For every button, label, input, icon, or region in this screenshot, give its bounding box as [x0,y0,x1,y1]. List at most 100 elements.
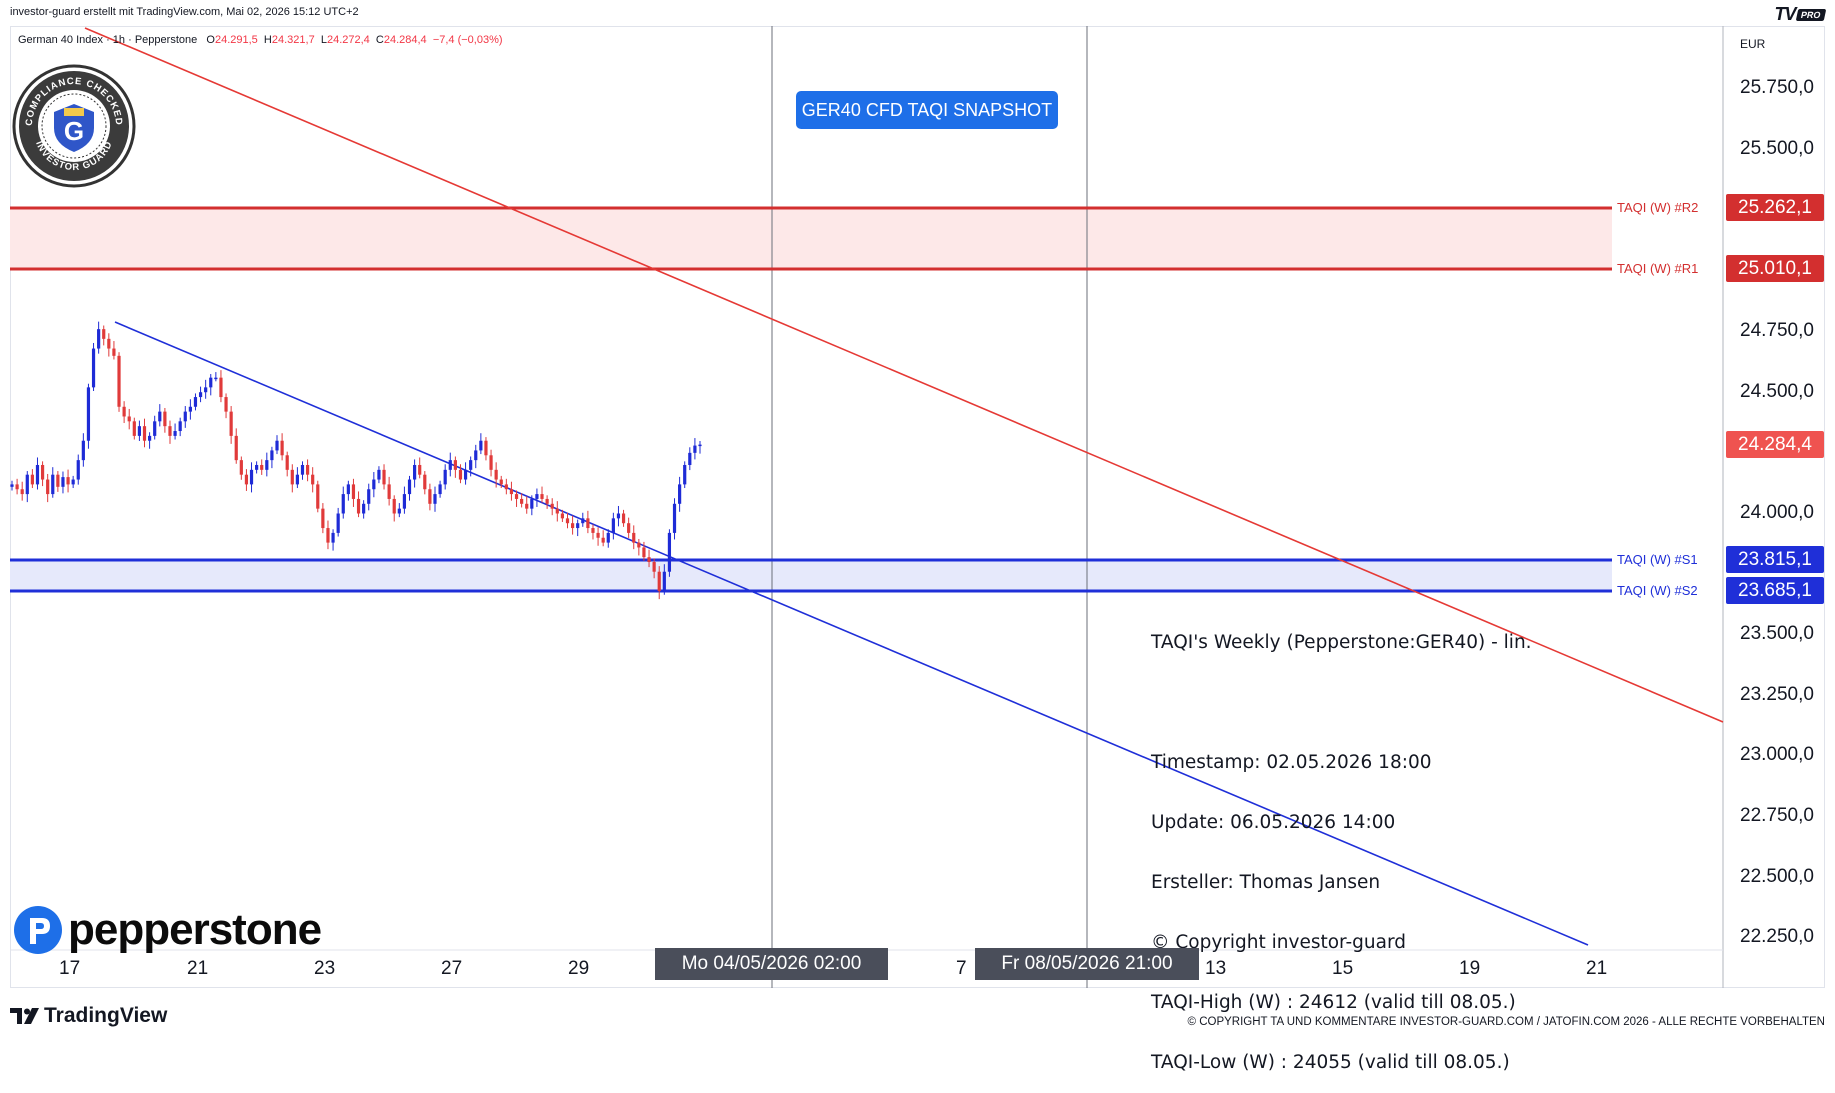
candle-body [142,426,147,441]
candle-body [341,494,345,514]
info-timestamp: Timestamp: 02.05.2026 18:00 [1151,752,1432,773]
candle-body [336,513,340,533]
time-tick: 21 [1586,958,1608,979]
chart-title-badge[interactable]: GER40 CFD TAQI SNAPSHOT [796,91,1058,129]
time-tick: 29 [568,958,590,979]
candle-body [132,421,136,436]
symbol-interval: 1h [112,34,126,46]
price-tick: 22.250,0 [1740,926,1814,947]
price-tick: 25.750,0 [1740,77,1814,98]
level-label-r1: TAQI (W) #R1 [1617,261,1699,276]
candle-body [219,377,223,398]
candle-body [239,460,243,475]
candle-body [616,513,621,519]
candle-body [51,474,55,495]
candle-body [698,444,702,447]
candle-body [530,498,534,509]
price-tick: 22.500,0 [1740,866,1814,887]
candle-body [148,435,152,441]
tradingview-footer-logo[interactable]: TradingView [10,1004,167,1028]
ohlc-low: 24.272,4 [326,34,370,46]
candle-body [387,484,391,499]
red-trendline[interactable] [84,27,1724,723]
candle-body [662,571,666,592]
candle-body [346,484,350,495]
candle-body [489,455,493,470]
candle-body [61,477,65,487]
time-tick: 13 [1205,958,1227,979]
pepperstone-text: pepperstone [68,905,322,954]
candle-body [418,464,422,475]
chart-frame [10,26,1825,988]
symbol-legend[interactable]: German 40 Index · 1h · Pepperstone O24.2… [18,34,503,46]
last-price-tag[interactable]: 24.284,4 [1726,431,1824,458]
chart-caption: investor-guard erstellt mit TradingView.… [10,6,359,18]
candle-body [540,494,544,499]
candle-body [280,440,284,456]
candle-body [188,406,192,412]
footer-copyright: © COPYRIGHT TA UND KOMMENTARE INVESTOR-G… [1187,1016,1825,1028]
candle-body [678,484,682,504]
candle-body [606,532,610,543]
candle-body [275,440,279,451]
candle-body [209,377,213,388]
candle-body [672,503,677,533]
info-copyright: © Copyright investor-guard [1151,932,1406,953]
level-label-s2: TAQI (W) #S2 [1617,583,1698,598]
candle-body [362,503,366,514]
candle-body [127,416,131,422]
candle-body [97,329,101,349]
candle-body [382,469,386,485]
candle-body [397,508,401,514]
price-tag-s2[interactable]: 23.685,1 [1726,577,1824,604]
candle-body [76,460,80,480]
candle-body [91,348,96,388]
price-tag-s1[interactable]: 23.815,1 [1726,546,1824,573]
currency-label[interactable]: EUR [1740,37,1766,51]
time-tick: 15 [1332,958,1354,979]
candle-body [555,508,559,514]
blue-trendline[interactable] [114,321,1589,946]
candle-body [265,460,269,470]
candle-body [458,469,463,480]
price-tick: 23.500,0 [1740,623,1814,644]
candle-body [311,474,315,485]
candle-body [300,464,305,475]
candle-body [499,479,503,485]
compliance-seal-logo: COMPLIANCE CHECKED INVESTOR GUARD G [12,64,136,188]
crosshair-date-left[interactable]: Mo 04/05/2026 02:00 [655,948,888,980]
ohlc-change: −7,4 (−0,03%) [432,34,503,46]
time-tick: 19 [1459,958,1481,979]
candle-body [260,464,264,470]
candle-body [570,523,575,529]
candle-body [520,498,524,504]
candle-body [173,431,177,436]
candle-body [285,455,289,470]
price-tag-r1[interactable]: 25.010,1 [1726,255,1824,282]
candle-body [463,469,468,480]
candlestick-series [10,321,702,600]
price-tick: 24.500,0 [1740,381,1814,402]
candle-body [81,440,85,461]
price-tag-r2[interactable]: 25.262,1 [1726,194,1824,221]
candle-body [494,469,498,480]
price-tick: 25.500,0 [1740,138,1814,159]
ohlc-close: 24.284,4 [383,34,427,46]
pepperstone-icon [14,906,62,954]
ohlc-high: 24.321,7 [271,34,315,46]
candle-body [193,397,198,407]
tradingview-icon [10,1008,39,1024]
candle-body [86,387,91,441]
candle-body [652,562,656,572]
chart-canvas[interactable] [0,0,1835,1044]
crosshair-date-right[interactable]: Fr 08/05/2026 21:00 [975,948,1199,980]
price-tick: 24.750,0 [1740,320,1814,341]
candle-body [224,397,228,412]
candle-body [586,518,590,529]
candle-body [509,489,514,495]
info-author: Ersteller: Thomas Jansen [1151,872,1381,893]
price-tick: 23.000,0 [1740,744,1814,765]
candle-body [255,464,259,470]
candle-body [295,474,299,485]
candle-body [137,426,142,436]
